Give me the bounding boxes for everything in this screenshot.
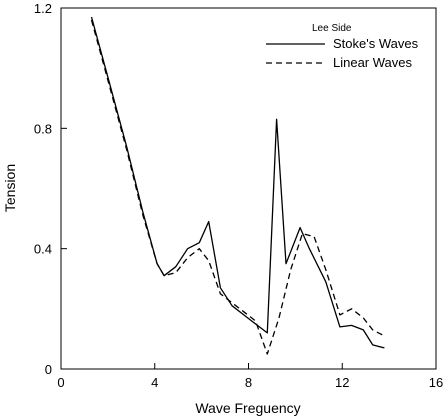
- x-tick-label: 8: [245, 375, 252, 390]
- x-tick-label: 12: [335, 375, 349, 390]
- y-tick-label: 0.8: [34, 121, 52, 136]
- y-tick-label: 1.2: [34, 1, 52, 16]
- series-layer: [90, 16, 385, 355]
- y-axis-ticks: 0 0.4 0.8 1.2: [34, 1, 67, 377]
- y-tick-label: 0: [45, 362, 52, 377]
- x-tick-label: 4: [151, 375, 158, 390]
- legend-title: Lee Side: [312, 23, 352, 34]
- y-axis-title: Tension: [2, 164, 18, 212]
- x-axis-title: Wave Freguency: [195, 400, 300, 416]
- legend-label-stokes-waves: Stoke's Waves: [333, 36, 419, 51]
- series-line-linear-waves: [90, 19, 385, 355]
- x-axis-ticks: 0 4 8 12 16: [57, 363, 443, 390]
- x-tick-label: 16: [429, 375, 443, 390]
- y-tick-label: 0.4: [34, 242, 52, 257]
- legend: Lee Side Stoke's Waves Linear Waves: [266, 23, 419, 70]
- legend-label-linear-waves: Linear Waves: [333, 55, 412, 70]
- x-tick-label: 0: [57, 375, 64, 390]
